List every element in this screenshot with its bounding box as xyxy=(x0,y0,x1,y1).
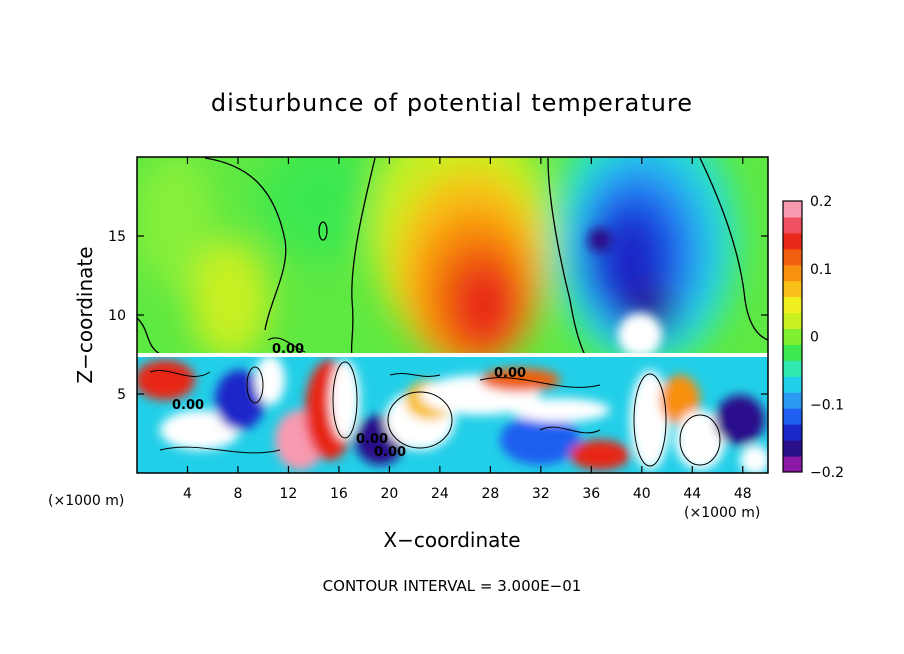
x-tick-label: 36 xyxy=(582,486,600,502)
lower-field xyxy=(137,357,768,473)
contour-label: 0.00 xyxy=(272,342,304,357)
y-tick-label: 5 xyxy=(117,387,126,403)
colorbar-swatch xyxy=(783,280,802,298)
colorbar-tick-label: −0.2 xyxy=(810,465,844,481)
y-axis-label: Z−coordinate xyxy=(73,246,97,383)
x-tick-labels: 4 8 12 16 20 24 28 32 36 40 44 48 xyxy=(183,486,752,502)
colorbar-swatch xyxy=(783,248,802,266)
contour-label: 0.00 xyxy=(494,366,526,381)
colorbar-swatch xyxy=(783,216,802,234)
x-tick-label: 32 xyxy=(532,486,550,502)
contour-labels: 0.00 0.00 0.00 0.00 0.00 xyxy=(172,342,526,460)
x-unit-right: (×1000 m) xyxy=(684,505,760,521)
x-tick-label: 28 xyxy=(481,486,499,502)
colorbar-swatch xyxy=(783,296,802,314)
colorbar-swatch xyxy=(783,344,802,361)
chart-title: disturbunce of potential temperature xyxy=(211,89,693,117)
x-tick-label: 24 xyxy=(431,486,449,502)
colorbar-swatch xyxy=(783,440,802,457)
colorbar-swatch xyxy=(783,232,802,250)
upper-field xyxy=(137,157,768,357)
x-tick-label: 48 xyxy=(734,486,752,502)
x-tick-label: 20 xyxy=(380,486,398,502)
x-tick-label: 4 xyxy=(183,486,192,502)
colorbar-swatch xyxy=(783,424,802,441)
contour-label: 0.00 xyxy=(356,432,388,447)
contour-label: 0.00 xyxy=(374,445,406,460)
x-tick-label: 44 xyxy=(683,486,701,502)
colorbar-swatch xyxy=(783,201,802,218)
contour-label: 0.00 xyxy=(172,398,204,413)
contour-interval-note: CONTOUR INTERVAL = 3.000E−01 xyxy=(323,577,582,595)
y-tick-labels: 5 10 15 xyxy=(108,229,126,403)
x-tick-label: 8 xyxy=(233,486,242,502)
colorbar-swatch xyxy=(783,360,802,377)
colorbar-tick-label: 0.2 xyxy=(810,194,832,210)
colorbar-swatch xyxy=(783,408,802,425)
colorbar-swatch xyxy=(783,312,802,330)
colorbar-tick-label: 0.1 xyxy=(810,262,832,278)
x-axis-ticks xyxy=(186,157,744,473)
y-tick-label: 10 xyxy=(108,308,126,324)
colorbar: 0.2 0.1 0 −0.1 −0.2 xyxy=(782,194,844,481)
y-axis-ticks xyxy=(137,235,768,395)
colorbar-swatch xyxy=(783,456,802,473)
x-tick-label: 16 xyxy=(330,486,348,502)
colorbar-tick-label: 0 xyxy=(810,330,819,346)
colorbar-swatch xyxy=(783,392,802,409)
x-tick-label: 40 xyxy=(633,486,651,502)
colorbar-tick-label: −0.1 xyxy=(810,397,844,413)
x-axis-label: X−coordinate xyxy=(383,528,520,552)
colorbar-swatch xyxy=(783,376,802,393)
x-tick-label: 12 xyxy=(280,486,298,502)
plot-area: 0.00 0.00 0.00 0.00 0.00 xyxy=(137,157,768,473)
y-tick-label: 15 xyxy=(108,229,126,245)
colorbar-tick-labels: 0.2 0.1 0 −0.1 −0.2 xyxy=(810,194,844,481)
colorbar-swatch xyxy=(783,264,802,282)
colorbar-swatch xyxy=(783,328,802,345)
x-unit-left: (×1000 m) xyxy=(48,493,124,509)
